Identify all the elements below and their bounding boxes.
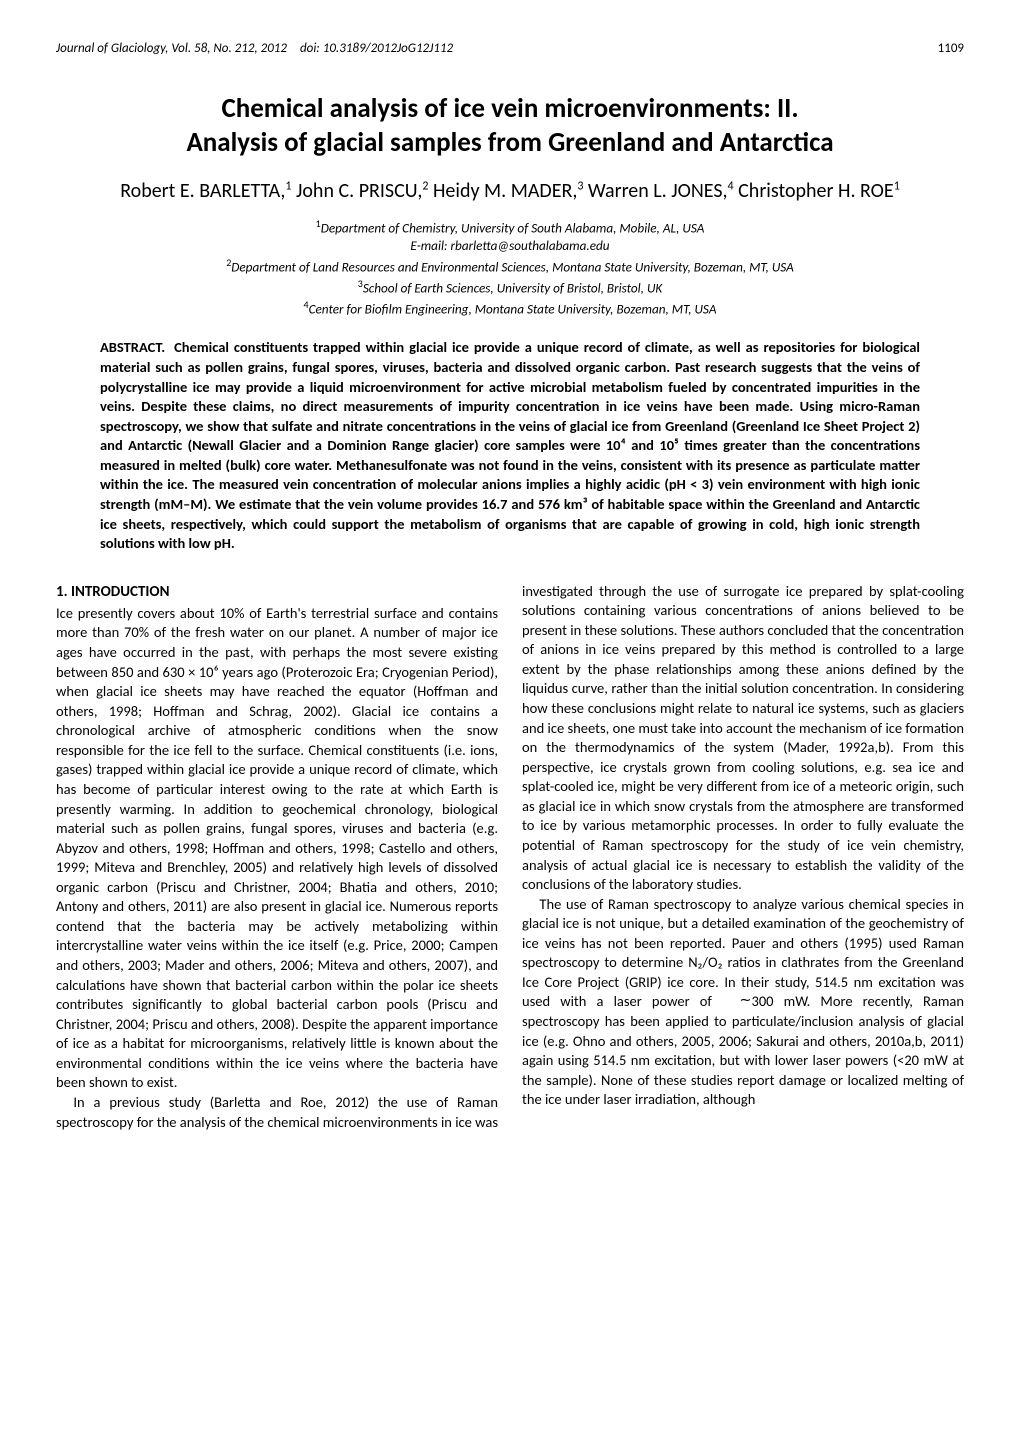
affiliations: 1Department of Chemistry, University of … xyxy=(56,217,964,319)
section-heading-intro: 1. INTRODUCTION xyxy=(56,582,498,602)
title-line-1: Chemical analysis of ice vein microenvir… xyxy=(221,92,798,125)
affiliation-4: Center for Biofilm Engineering, Montana … xyxy=(309,300,717,317)
journal-header: Journal of Glaciology, Vol. 58, No. 212,… xyxy=(56,40,964,58)
page-number: 1109 xyxy=(938,40,964,58)
abstract-label: ABSTRACT. xyxy=(100,338,165,356)
abstract: ABSTRACT. Chemical constituents trapped … xyxy=(100,338,920,553)
journal-ref: Journal of Glaciology, Vol. 58, No. 212,… xyxy=(56,40,453,58)
approx-symbol: ∼ xyxy=(722,991,752,1011)
body-para-1: Ice presently covers about 10% of Earth'… xyxy=(56,604,498,1093)
corresponding-email: E-mail: rbarletta@southalabama.edu xyxy=(410,237,609,254)
author-list: Robert E. BARLETTA,1 John C. PRISCU,2 He… xyxy=(85,178,935,205)
article-title: Chemical analysis of ice vein microenvir… xyxy=(80,92,940,160)
affiliation-2: Department of Land Resources and Environ… xyxy=(231,258,794,275)
affiliation-3: School of Earth Sciences, University of … xyxy=(363,279,662,296)
abstract-text: Chemical constituents trapped within gla… xyxy=(100,338,920,552)
affiliation-1: Department of Chemistry, University of S… xyxy=(321,219,705,236)
title-line-2: Analysis of glacial samples from Greenla… xyxy=(186,126,833,159)
body-para-3: The use of Raman spectroscopy to analyze… xyxy=(522,895,964,1110)
body-columns: 1. INTRODUCTION Ice presently covers abo… xyxy=(56,582,964,1132)
